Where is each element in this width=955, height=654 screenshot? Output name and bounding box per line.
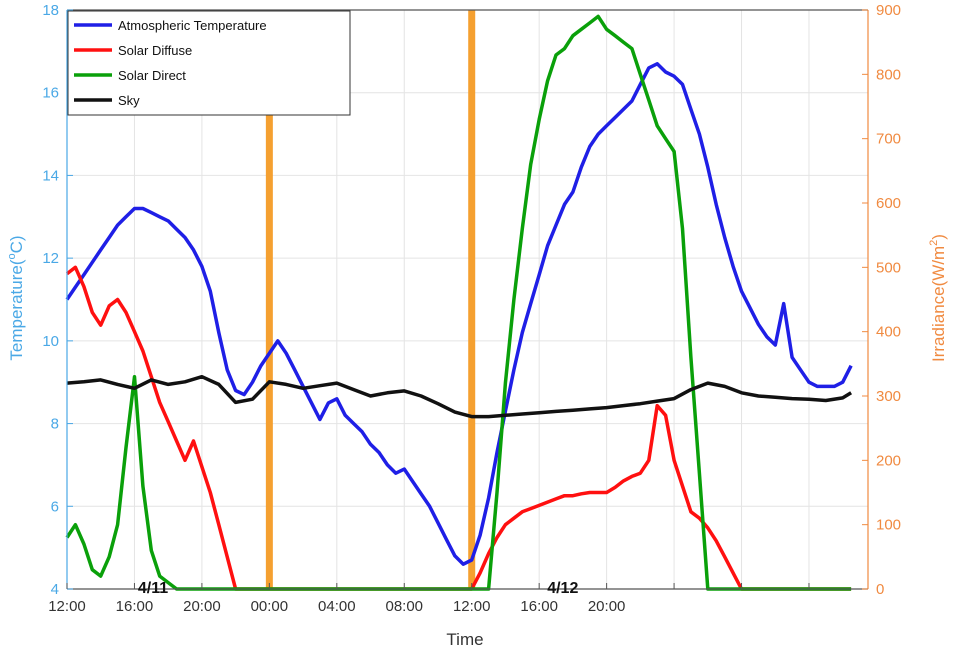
y-axis-right-title-part: Irradiance(W/m xyxy=(929,246,948,362)
y-left-tick-label: 6 xyxy=(51,498,59,515)
legend-label: Solar Direct xyxy=(118,68,186,83)
y-axis-left-title-part: C) xyxy=(7,235,26,253)
y-left-tick-label: 16 xyxy=(42,85,59,102)
x-tick-label: 08:00 xyxy=(385,598,423,615)
series-line-atmospheric-temperature xyxy=(65,62,853,566)
y-right-tick-label: 500 xyxy=(876,259,901,276)
y-left-tick-label: 18 xyxy=(42,2,59,19)
x-tick-label: 12:00 xyxy=(453,598,491,615)
y-axis-left-title-part: Temperature( xyxy=(7,259,26,360)
y-axis-right-title-part: ) xyxy=(929,234,948,240)
legend-label: Sky xyxy=(118,93,140,108)
y-axis-left-title: Temperature(oC) xyxy=(6,235,26,360)
y-right-tick-label: 100 xyxy=(876,517,901,534)
legend-label: Atmospheric Temperature xyxy=(118,18,267,33)
x-tick-label: 20:00 xyxy=(588,598,626,615)
x-tick-label: 20:00 xyxy=(183,598,221,615)
x-tick-label: 00:00 xyxy=(251,598,289,615)
y-axis-left-title-superscript: o xyxy=(6,253,18,259)
y-right-tick-label: 700 xyxy=(876,131,901,148)
legend-label: Solar Diffuse xyxy=(118,43,192,58)
y-left-tick-label: 12 xyxy=(42,250,59,267)
y-right-tick-label: 300 xyxy=(876,388,901,405)
y-axis-right-title: Irradiance(W/m2) xyxy=(928,234,948,362)
x-tick-label: 16:00 xyxy=(116,598,154,615)
y-left-tick-label: 8 xyxy=(51,416,59,433)
y-right-tick-label: 800 xyxy=(876,66,901,83)
x-tick-label: 12:00 xyxy=(48,598,86,615)
x-axis-title: Time xyxy=(446,630,483,649)
legend-box xyxy=(67,10,351,116)
series-line-solar-diffuse xyxy=(65,265,852,591)
series-line-sky xyxy=(66,374,853,419)
y-right-tick-label: 200 xyxy=(876,452,901,469)
y-left-tick-label: 4 xyxy=(51,581,59,598)
x-tick-label: 04:00 xyxy=(318,598,356,615)
plot-frame xyxy=(66,9,869,590)
y-right-tick-label: 600 xyxy=(876,195,901,212)
y-right-tick-label: 400 xyxy=(876,324,901,341)
ticks: 4 6 8 10 12 14 16 18 0 100 200 300 400 500 600 700 800 90… xyxy=(42,2,901,615)
date-label: 4/11 xyxy=(138,580,168,597)
y-left-tick-label: 10 xyxy=(42,333,59,350)
series-line-solar-direct xyxy=(65,14,852,591)
x-tick-label: 16:00 xyxy=(520,598,558,615)
y-right-tick-label: 900 xyxy=(876,2,901,19)
labels: Time Temperature(oC) Irradiance(W/m2) 4/… xyxy=(6,234,948,649)
y-right-tick-label: 0 xyxy=(876,581,884,598)
legend: Atmospheric Temperature Solar Diffuse Sola… xyxy=(67,10,351,116)
y-left-tick-label: 14 xyxy=(42,167,59,184)
y-axis-right-title-superscript: 2 xyxy=(928,240,940,246)
date-label: 4/12 xyxy=(547,580,578,597)
series-lines xyxy=(65,14,853,591)
